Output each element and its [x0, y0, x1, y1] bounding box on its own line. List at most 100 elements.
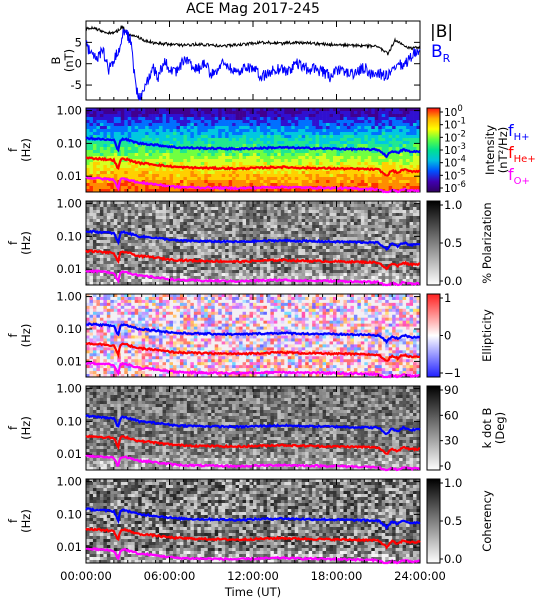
polarization-cell: [326, 255, 330, 259]
intensity-cell: [343, 180, 348, 184]
intensity-cell: [232, 153, 236, 157]
intensity-cell: [284, 138, 289, 142]
intensity-cell: [246, 123, 250, 127]
intensity-cell: [92, 123, 97, 127]
intensity-cell: [183, 171, 188, 175]
polarization-cell: [308, 273, 313, 277]
intensity-cell: [333, 135, 337, 139]
intensity-cell: [416, 141, 421, 145]
intensity-cell: [256, 189, 261, 193]
polarization-cell: [305, 267, 309, 271]
intensity-cell: [350, 126, 355, 130]
intensity-cell: [117, 189, 122, 193]
intensity-cell: [388, 180, 393, 184]
polarization-cell: [256, 267, 261, 271]
intensity-cell: [249, 138, 254, 142]
polarization-cell: [273, 201, 278, 205]
intensity-cell: [409, 165, 414, 169]
polarization-cell: [152, 270, 156, 274]
polarization-cell: [298, 201, 303, 205]
intensity-cell: [381, 144, 386, 148]
intensity-cell: [211, 111, 216, 115]
intensity-cell: [110, 141, 115, 145]
intensity-cell: [134, 123, 139, 127]
polarization-cell: [228, 207, 233, 211]
polarization-cell: [159, 222, 163, 226]
intensity-cell: [277, 108, 282, 112]
intensity-cell: [273, 132, 278, 136]
intensity-cell: [120, 123, 125, 127]
intensity-cell: [197, 135, 202, 139]
polarization-cell: [152, 231, 156, 235]
polarization-cell: [322, 243, 327, 247]
intensity-cell: [214, 126, 219, 130]
polarization-cell: [145, 234, 149, 238]
polarization-cell: [273, 276, 278, 280]
polarization-cell: [301, 234, 306, 238]
intensity-cell: [378, 138, 383, 142]
polarization-cell: [169, 264, 174, 268]
polarization-cell: [242, 234, 247, 238]
polarization-cell: [159, 207, 163, 211]
intensity-cell: [402, 120, 407, 124]
intensity-cell: [148, 177, 153, 181]
intensity-cell: [301, 180, 306, 184]
polarization-cell: [277, 249, 282, 253]
polarization-cell: [246, 258, 250, 262]
intensity-cell: [218, 189, 222, 193]
intensity-cell: [190, 123, 195, 127]
polarization-cell: [312, 231, 316, 235]
intensity-cell: [360, 138, 365, 142]
polarization-cell: [190, 249, 195, 253]
intensity-cell: [378, 156, 383, 160]
intensity-ylabel: f(Hz): [6, 138, 33, 162]
intensity-cell: [124, 168, 129, 172]
polarization-cell: [218, 258, 222, 262]
intensity-cell: [273, 126, 278, 130]
intensity-cell: [110, 129, 115, 133]
intensity-cell: [249, 153, 254, 157]
polarization-cell: [169, 237, 174, 241]
polarization-cell: [113, 201, 118, 205]
intensity-cell: [211, 168, 216, 172]
polarization-cell: [273, 237, 278, 241]
polarization-cell: [148, 246, 153, 250]
polarization-cell: [86, 249, 90, 253]
intensity-cell: [326, 162, 330, 166]
intensity-cell: [266, 180, 271, 184]
intensity-cell: [86, 174, 90, 178]
intensity-cell: [416, 108, 421, 112]
intensity-cell: [179, 171, 184, 175]
intensity-cell: [294, 174, 299, 178]
polarization-cell: [329, 276, 334, 280]
intensity-cell: [214, 150, 219, 154]
intensity-cell: [218, 117, 222, 121]
polarization-cell: [284, 276, 289, 280]
intensity-cell: [141, 159, 146, 163]
intensity-cell: [333, 144, 337, 148]
polarization-cell: [287, 237, 292, 241]
intensity-cell: [259, 144, 264, 148]
field-ylabel: B(nT): [49, 49, 76, 72]
polarization-cell: [172, 240, 177, 244]
polarization-cell: [214, 213, 219, 217]
intensity-cell: [110, 153, 115, 157]
intensity-cell: [312, 126, 316, 130]
polarization-cell: [176, 201, 181, 205]
intensity-cell: [103, 165, 108, 169]
polarization-cell: [169, 246, 174, 250]
polarization-cell: [305, 204, 309, 208]
intensity-cell: [319, 150, 323, 154]
intensity-cell: [336, 126, 341, 130]
intensity-cell: [127, 114, 132, 118]
polarization-cell: [291, 270, 296, 274]
intensity-cell: [200, 132, 205, 136]
polarization-cell: [138, 213, 142, 217]
polarization-cell: [218, 225, 222, 229]
polarization-cell: [308, 252, 313, 256]
polarization-cell: [96, 276, 101, 280]
polarization-cell: [89, 222, 94, 226]
intensity-cell: [322, 141, 327, 145]
intensity-cell: [336, 108, 341, 112]
intensity-cell: [232, 132, 236, 136]
